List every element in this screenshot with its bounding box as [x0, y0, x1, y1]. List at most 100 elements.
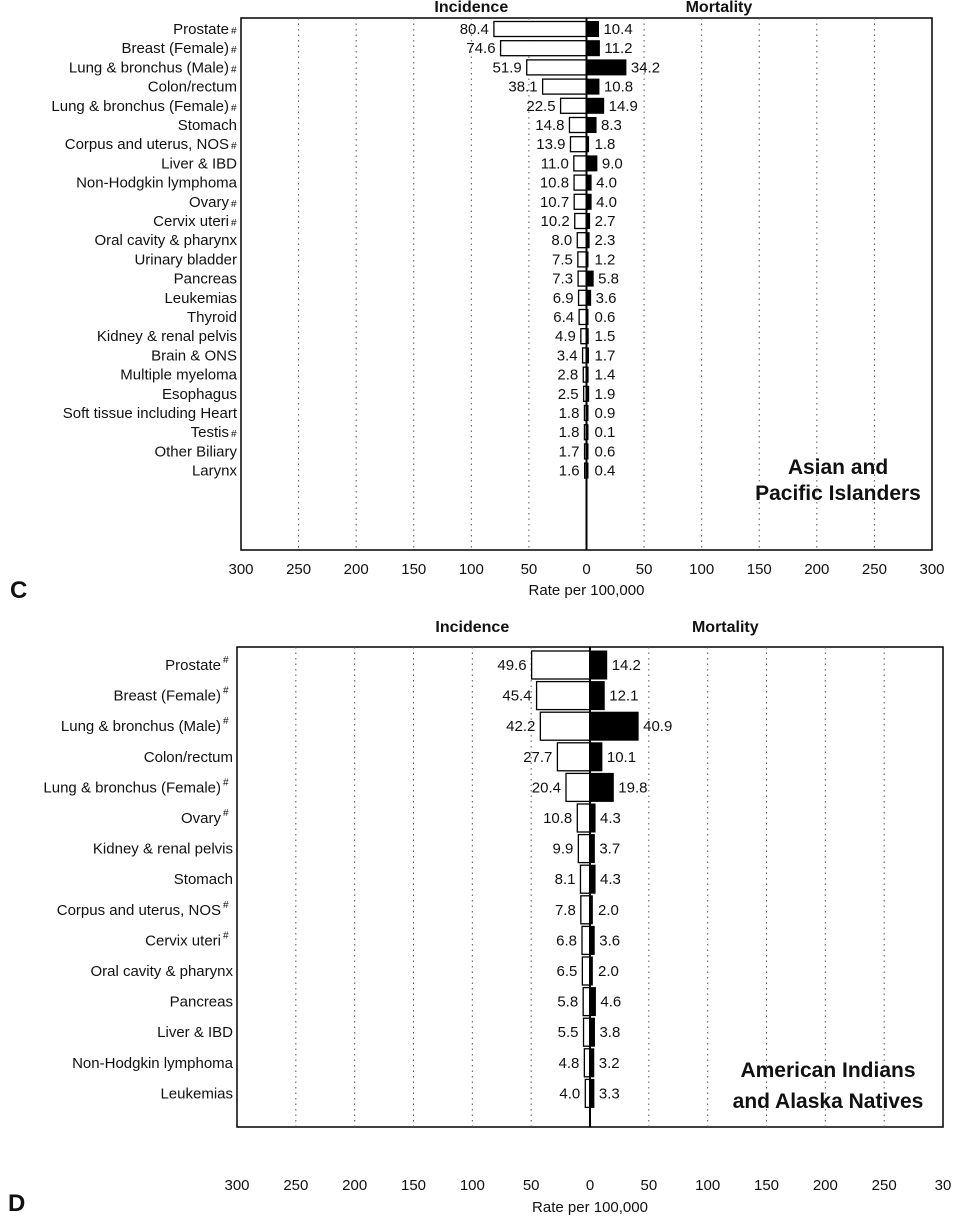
incidence-bar — [576, 232, 588, 249]
mortality-value-label: 14.2 — [612, 657, 641, 674]
incidence-value-label: 38.1 — [508, 79, 537, 96]
incidence-value-label: 6.8 — [556, 932, 577, 949]
incidence-value-label: 49.6 — [497, 657, 526, 674]
category-label: Corpus and uterus, NOS — [57, 902, 221, 919]
mortality-value-label: 0.6 — [595, 443, 616, 460]
x-tick-label: 200 — [344, 561, 369, 578]
incidence-bar — [530, 650, 591, 680]
mortality-bar — [589, 742, 603, 772]
category-label: Oral cavity & pharynx — [94, 232, 237, 249]
incidence-bar — [526, 59, 588, 76]
category-label: Oral cavity & pharynx — [90, 963, 233, 980]
incidence-bar — [541, 78, 588, 95]
incidence-bar — [535, 680, 591, 711]
incidence-bar — [577, 833, 591, 864]
flag-mark: # — [231, 429, 237, 440]
flag-mark: # — [223, 900, 229, 911]
x-tick-label: 250 — [862, 561, 887, 578]
mortality-value-label: 4.3 — [600, 810, 621, 827]
mortality-value-label: 3.8 — [599, 1024, 620, 1041]
mortality-bar — [586, 21, 599, 37]
incidence-value-label: 13.9 — [536, 136, 565, 153]
flag-mark: # — [231, 218, 237, 229]
incidence-value-label: 11.0 — [541, 155, 569, 172]
category-label: Other Biliary — [154, 443, 237, 460]
incidence-bar — [574, 212, 588, 230]
mortality-value-label: 3.7 — [599, 841, 620, 858]
mortality-value-label: 1.2 — [595, 251, 616, 268]
mortality-bar — [589, 650, 608, 680]
category-label: Lung & bronchus (Female) — [43, 779, 221, 796]
category-label: Urinary bladder — [134, 251, 237, 268]
category-label: Testis — [191, 424, 229, 441]
incidence-bar — [568, 116, 588, 134]
mortality-value-label: 10.8 — [604, 79, 633, 96]
category-label: Lung & bronchus (Male) — [69, 59, 229, 76]
category-label: Non-Hodgkin lymphoma — [76, 175, 238, 192]
incidence-bar — [556, 742, 591, 772]
category-label: Liver & IBD — [157, 1024, 233, 1041]
incidence-value-label: 2.8 — [557, 367, 578, 384]
group-label-line: Pacific Islanders — [755, 482, 921, 505]
category-label: Soft tissue including Heart — [63, 405, 238, 422]
mortality-value-label: 2.7 — [595, 213, 616, 230]
incidence-bar — [559, 97, 588, 114]
category-label: Leukemias — [160, 1085, 233, 1102]
mortality-value-label: 4.0 — [596, 175, 617, 192]
incidence-value-label: 3.4 — [557, 347, 578, 364]
incidence-bar — [579, 864, 591, 894]
x-tick-label: 200 — [342, 1177, 367, 1194]
x-tick-label: 50 — [521, 561, 538, 578]
incidence-value-label: 10.8 — [543, 810, 572, 827]
x-tick-label: 150 — [401, 1177, 426, 1194]
incidence-bar — [573, 155, 588, 172]
incidence-bar — [573, 174, 588, 191]
mortality-value-label: 19.8 — [618, 779, 647, 796]
mortality-bar — [586, 40, 600, 57]
mortality-value-label: 10.1 — [607, 749, 636, 766]
flag-mark: # — [231, 64, 237, 75]
x-tick-label: 100 — [689, 561, 714, 578]
mortality-value-label: 3.6 — [599, 932, 620, 949]
x-tick-label: 100 — [459, 561, 484, 578]
incidence-value-label: 45.4 — [502, 688, 531, 705]
incidence-value-label: 2.5 — [558, 386, 579, 403]
incidence-value-label: 42.2 — [506, 718, 535, 735]
category-label: Lung & bronchus (Male) — [61, 718, 221, 735]
mortality-value-label: 2.0 — [598, 963, 619, 980]
incidence-value-label: 8.0 — [551, 232, 572, 249]
mortality-value-label: 14.9 — [609, 98, 638, 115]
mortality-value-label: 2.0 — [598, 902, 619, 919]
mortality-bar — [586, 155, 598, 172]
flag-mark: # — [223, 716, 229, 727]
x-tick-label: 30 — [935, 1177, 952, 1194]
category-label: Thyroid — [187, 309, 237, 326]
incidence-bar — [493, 20, 588, 38]
panel-letter: C — [10, 577, 27, 604]
mortality-value-label: 8.3 — [601, 117, 622, 134]
category-label: Lung & bronchus (Female) — [51, 98, 229, 115]
x-axis-label: Rate per 100,000 — [529, 582, 645, 599]
x-tick-label: 0 — [582, 561, 590, 578]
incidence-bar — [565, 772, 591, 803]
mortality-bar — [589, 772, 614, 802]
x-tick-label: 250 — [872, 1177, 897, 1194]
mortality-value-label: 4.6 — [600, 994, 621, 1011]
category-label: Esophagus — [162, 386, 237, 403]
incidence-value-label: 1.7 — [559, 443, 580, 460]
category-label: Stomach — [174, 871, 233, 888]
flag-mark: # — [231, 199, 237, 210]
category-label: Stomach — [178, 117, 237, 134]
mortality-value-label: 1.4 — [595, 367, 616, 384]
incidence-value-label: 5.5 — [558, 1024, 579, 1041]
x-tick-label: 200 — [813, 1177, 838, 1194]
mortality-value-label: 3.3 — [599, 1085, 620, 1102]
category-label: Multiple myeloma — [120, 367, 237, 384]
mortality-bar — [586, 97, 605, 114]
x-tick-label: 0 — [586, 1177, 594, 1194]
category-label: Kidney & renal pelvis — [97, 328, 237, 345]
category-label: Breast (Female) — [113, 688, 221, 705]
incidence-bar — [576, 803, 591, 833]
